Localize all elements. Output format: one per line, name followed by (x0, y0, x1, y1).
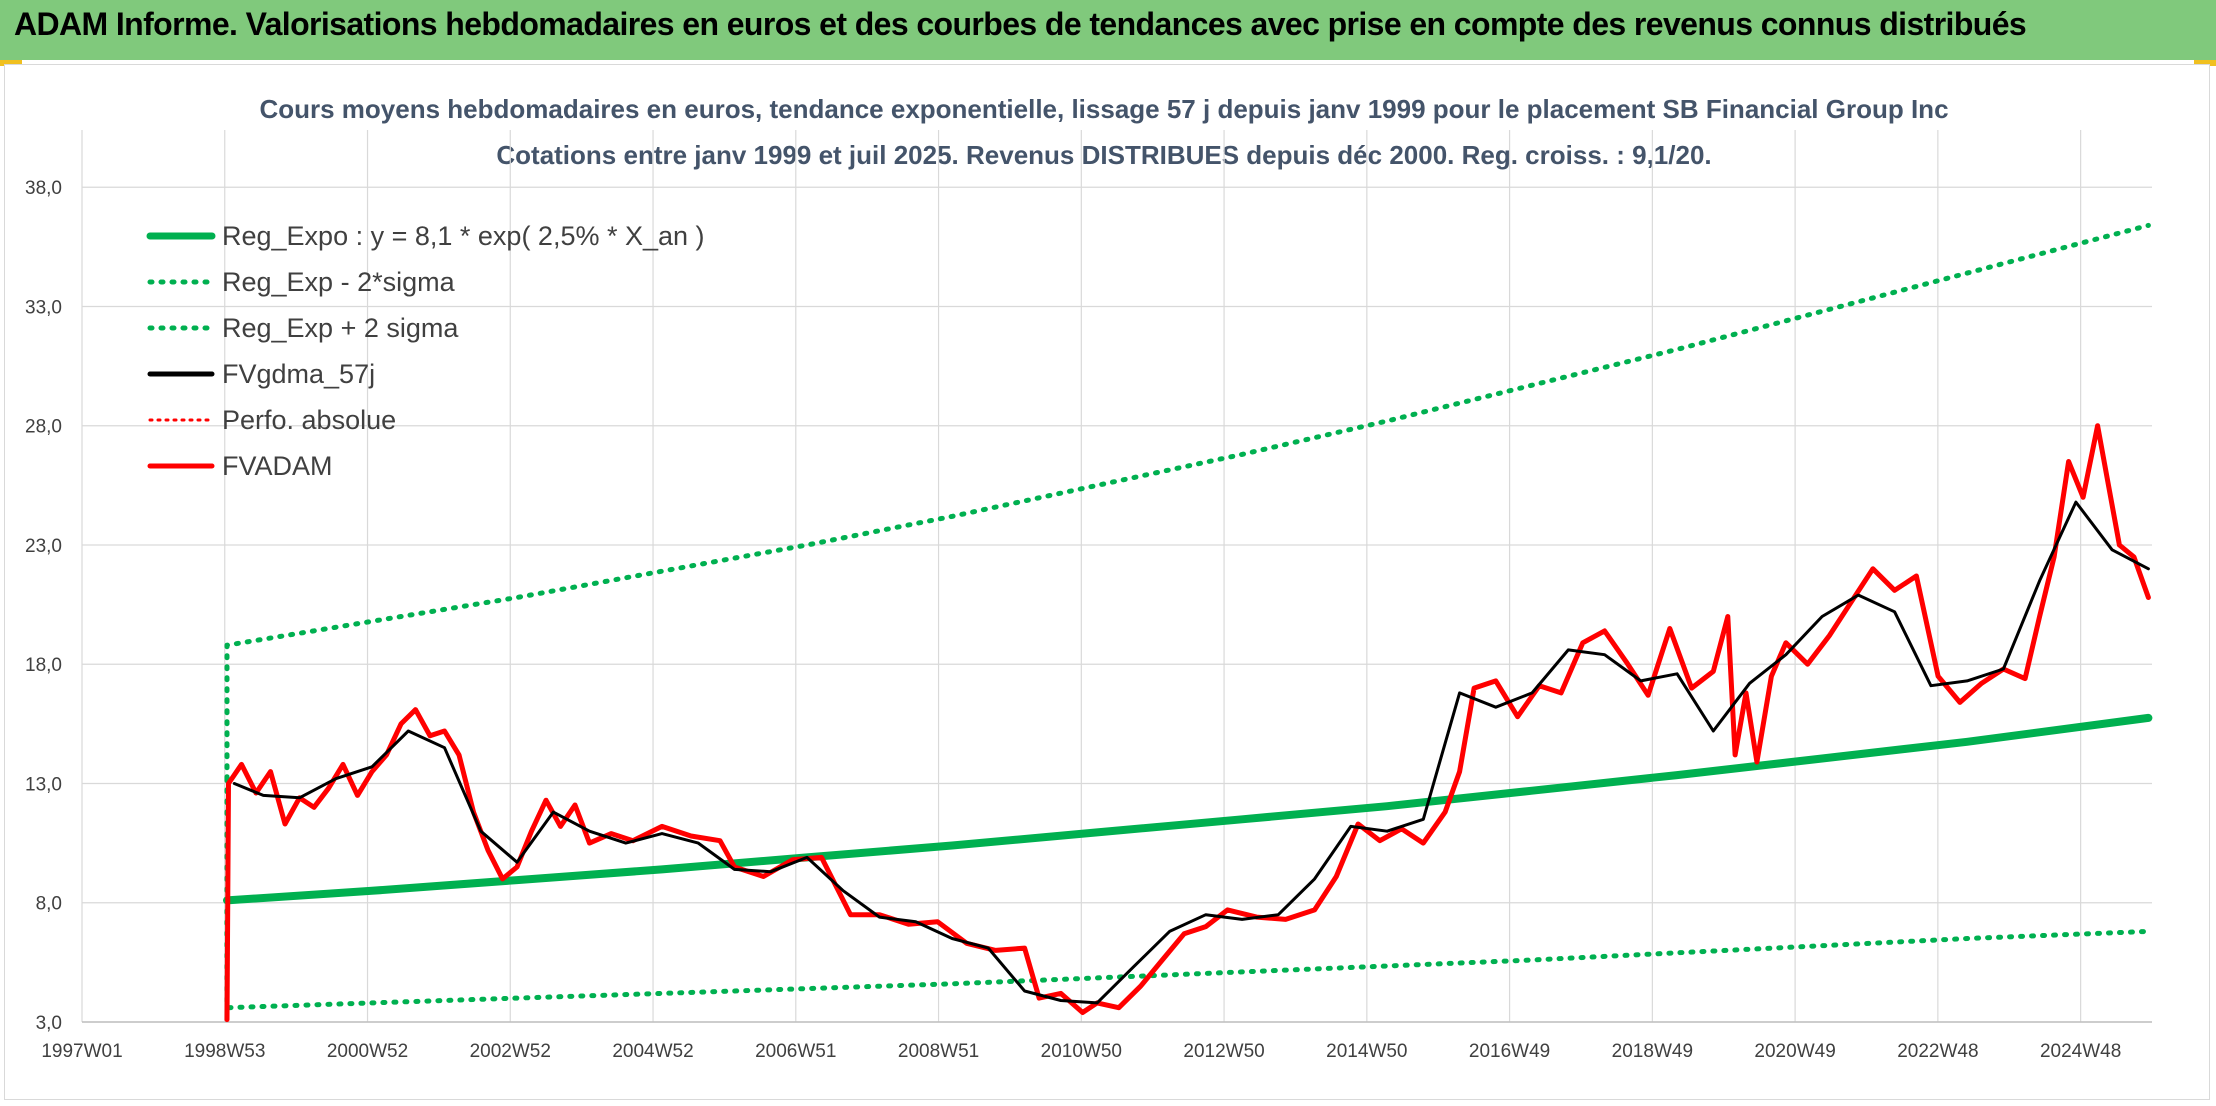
corner-mark-left (0, 60, 22, 66)
y-tick-label: 13,0 (25, 774, 62, 795)
y-tick-label: 33,0 (25, 297, 62, 318)
y-tick-label: 38,0 (25, 178, 62, 199)
chart-title: Cours moyens hebdomadaires en euros, ten… (259, 94, 1948, 124)
x-tick-label: 2012W50 (1183, 1041, 1264, 1062)
series-line-reg-expo (223, 713, 2153, 905)
report-title: ADAM Informe. Valorisations hebdomadaire… (14, 6, 2027, 42)
y-tick-label: 28,0 (25, 417, 62, 438)
legend-label: Reg_Exp + 2 sigma (222, 313, 459, 343)
y-tick-label: 23,0 (25, 536, 62, 557)
x-tick-label: 2002W52 (470, 1041, 551, 1062)
legend-label: Perfo. absolue (222, 405, 396, 435)
x-tick-label: 1997W01 (41, 1041, 122, 1062)
y-tick-label: 3,0 (36, 1013, 62, 1034)
x-tick-label: 1998W53 (184, 1041, 265, 1062)
series-line-fvgdma-57j (232, 500, 2150, 1005)
corner-mark-right (2194, 60, 2216, 66)
x-tick-label: 2022W48 (1897, 1041, 1978, 1062)
report-banner: ADAM Informe. Valorisations hebdomadaire… (0, 0, 2216, 60)
y-axis: 3,0 8,0 13,0 18,0 23,0 28,0 33,0 38,0 (25, 178, 62, 1034)
chart-subtitle: Cotations entre janv 1999 et juil 2025. … (496, 140, 1711, 170)
legend: Reg_Expo : y = 8,1 * exp( 2,5% * X_an ) R… (146, 221, 705, 481)
legend-label: Reg_Exp - 2*sigma (222, 267, 456, 297)
y-tick-label: 18,0 (25, 655, 62, 676)
legend-label: Reg_Expo : y = 8,1 * exp( 2,5% * X_an ) (222, 221, 705, 251)
y-tick-label: 8,0 (36, 894, 62, 915)
x-tick-label: 2018W49 (1612, 1041, 1693, 1062)
x-tick-label: 2010W50 (1041, 1041, 1122, 1062)
x-tick-label: 2008W51 (898, 1041, 979, 1062)
series-line-fvadam (224, 423, 2151, 1023)
legend-label: FVADAM (222, 451, 333, 481)
series-lines (223, 222, 2153, 1023)
chart-frame (4, 64, 2210, 1100)
x-tick-label: 2000W52 (327, 1041, 408, 1062)
x-tick-label: 2016W49 (1469, 1041, 1550, 1062)
x-tick-label: 2020W49 (1754, 1041, 1835, 1062)
x-tick-label: 2014W50 (1326, 1041, 1407, 1062)
x-axis: 1997W01 1998W53 2000W52 2002W52 2004W52 2006W… (41, 1041, 2121, 1062)
x-tick-label: 2004W52 (612, 1041, 693, 1062)
series-line-reg-exp (224, 222, 2151, 782)
x-tick-label: 2024W48 (2040, 1041, 2121, 1062)
series-line-reg-exp (224, 776, 2151, 1011)
legend-label: FVgdma_57j (222, 359, 375, 389)
x-tick-label: 2006W51 (755, 1041, 836, 1062)
